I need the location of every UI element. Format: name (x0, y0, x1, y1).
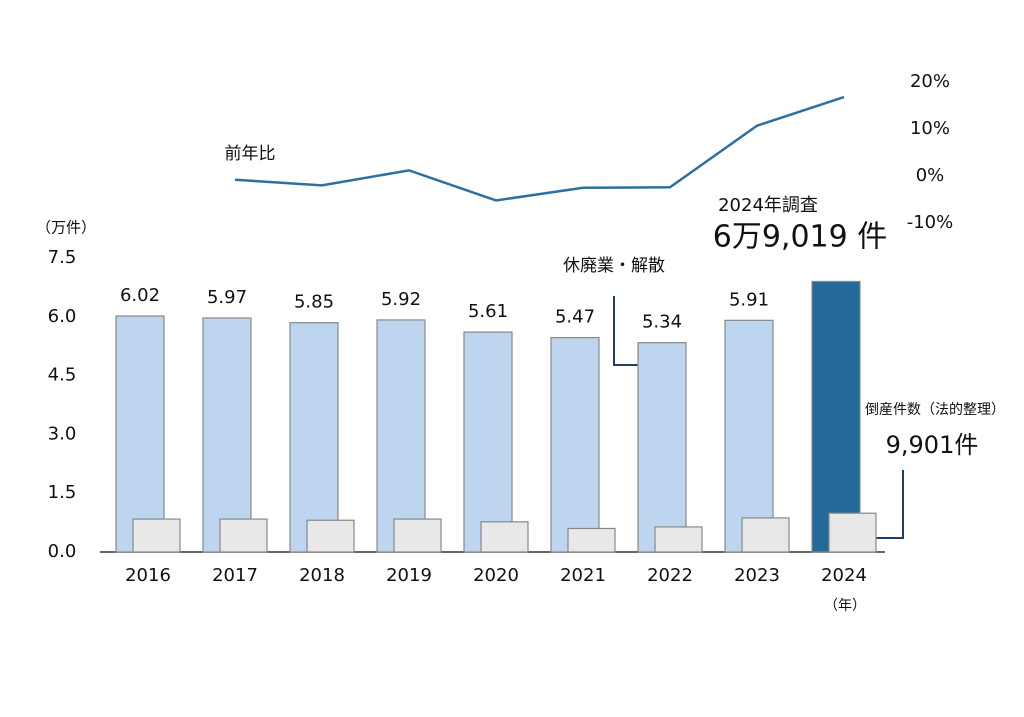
value-label: 5.47 (555, 307, 595, 328)
bar (654, 526, 703, 553)
x-axis-title: （年） (824, 598, 866, 614)
leader-line (613, 296, 638, 366)
value-label: 5.91 (729, 289, 769, 310)
x-tick-label: 2019 (386, 565, 432, 586)
x-tick-label: 2016 (125, 565, 171, 586)
series-label: 前年比 (225, 144, 276, 164)
bar (202, 317, 252, 553)
bar (637, 342, 687, 553)
x-tick-label: 2017 (212, 565, 258, 586)
bar (219, 518, 268, 553)
bar (828, 512, 877, 553)
y2-tick-label: 0% (916, 165, 945, 186)
series-label: 倒産件数（法的整理） (865, 402, 1005, 418)
value-label: 9,901件 (886, 431, 979, 459)
bar (550, 336, 600, 553)
bar (306, 519, 355, 553)
bar (724, 319, 774, 553)
x-tick-label: 2024 (821, 565, 867, 586)
y2-tick-label: 10% (910, 118, 950, 139)
y-tick-label: 6.0 (48, 306, 77, 327)
y-tick-label: 0.0 (48, 541, 77, 562)
value-label: 5.92 (381, 289, 421, 310)
series-label: 休廃業・解散 (563, 256, 665, 276)
y-tick-label: 4.5 (48, 365, 77, 386)
value-label: 6.02 (120, 285, 160, 306)
x-tick-label: 2020 (473, 565, 519, 586)
bar (376, 319, 426, 553)
bar (811, 280, 861, 553)
bar (463, 331, 513, 553)
annotation: 2024年調査 (718, 195, 818, 216)
x-tick-label: 2022 (647, 565, 693, 586)
bar (393, 518, 442, 553)
y2-tick-label: 20% (910, 71, 950, 92)
bar (480, 521, 529, 553)
bar (741, 517, 790, 553)
y-tick-label: 3.0 (48, 423, 77, 444)
value-label: 6万9,019 件 (713, 220, 888, 255)
y2-tick-label: -10% (907, 212, 954, 233)
bar (132, 518, 181, 553)
x-tick-label: 2021 (560, 565, 606, 586)
y-tick-label: 7.5 (48, 247, 77, 268)
value-label: 5.85 (294, 292, 334, 313)
bar (115, 315, 165, 553)
value-label: 5.61 (468, 301, 508, 322)
bar (289, 322, 339, 553)
value-label: 5.34 (642, 312, 682, 333)
value-label: 5.97 (207, 287, 247, 308)
y-axis-title: （万件） (36, 219, 96, 237)
leader-line (876, 470, 904, 539)
x-tick-label: 2018 (299, 565, 345, 586)
bar (567, 527, 616, 553)
line (234, 95, 845, 202)
y-tick-label: 1.5 (48, 482, 77, 503)
x-tick-label: 2023 (734, 565, 780, 586)
